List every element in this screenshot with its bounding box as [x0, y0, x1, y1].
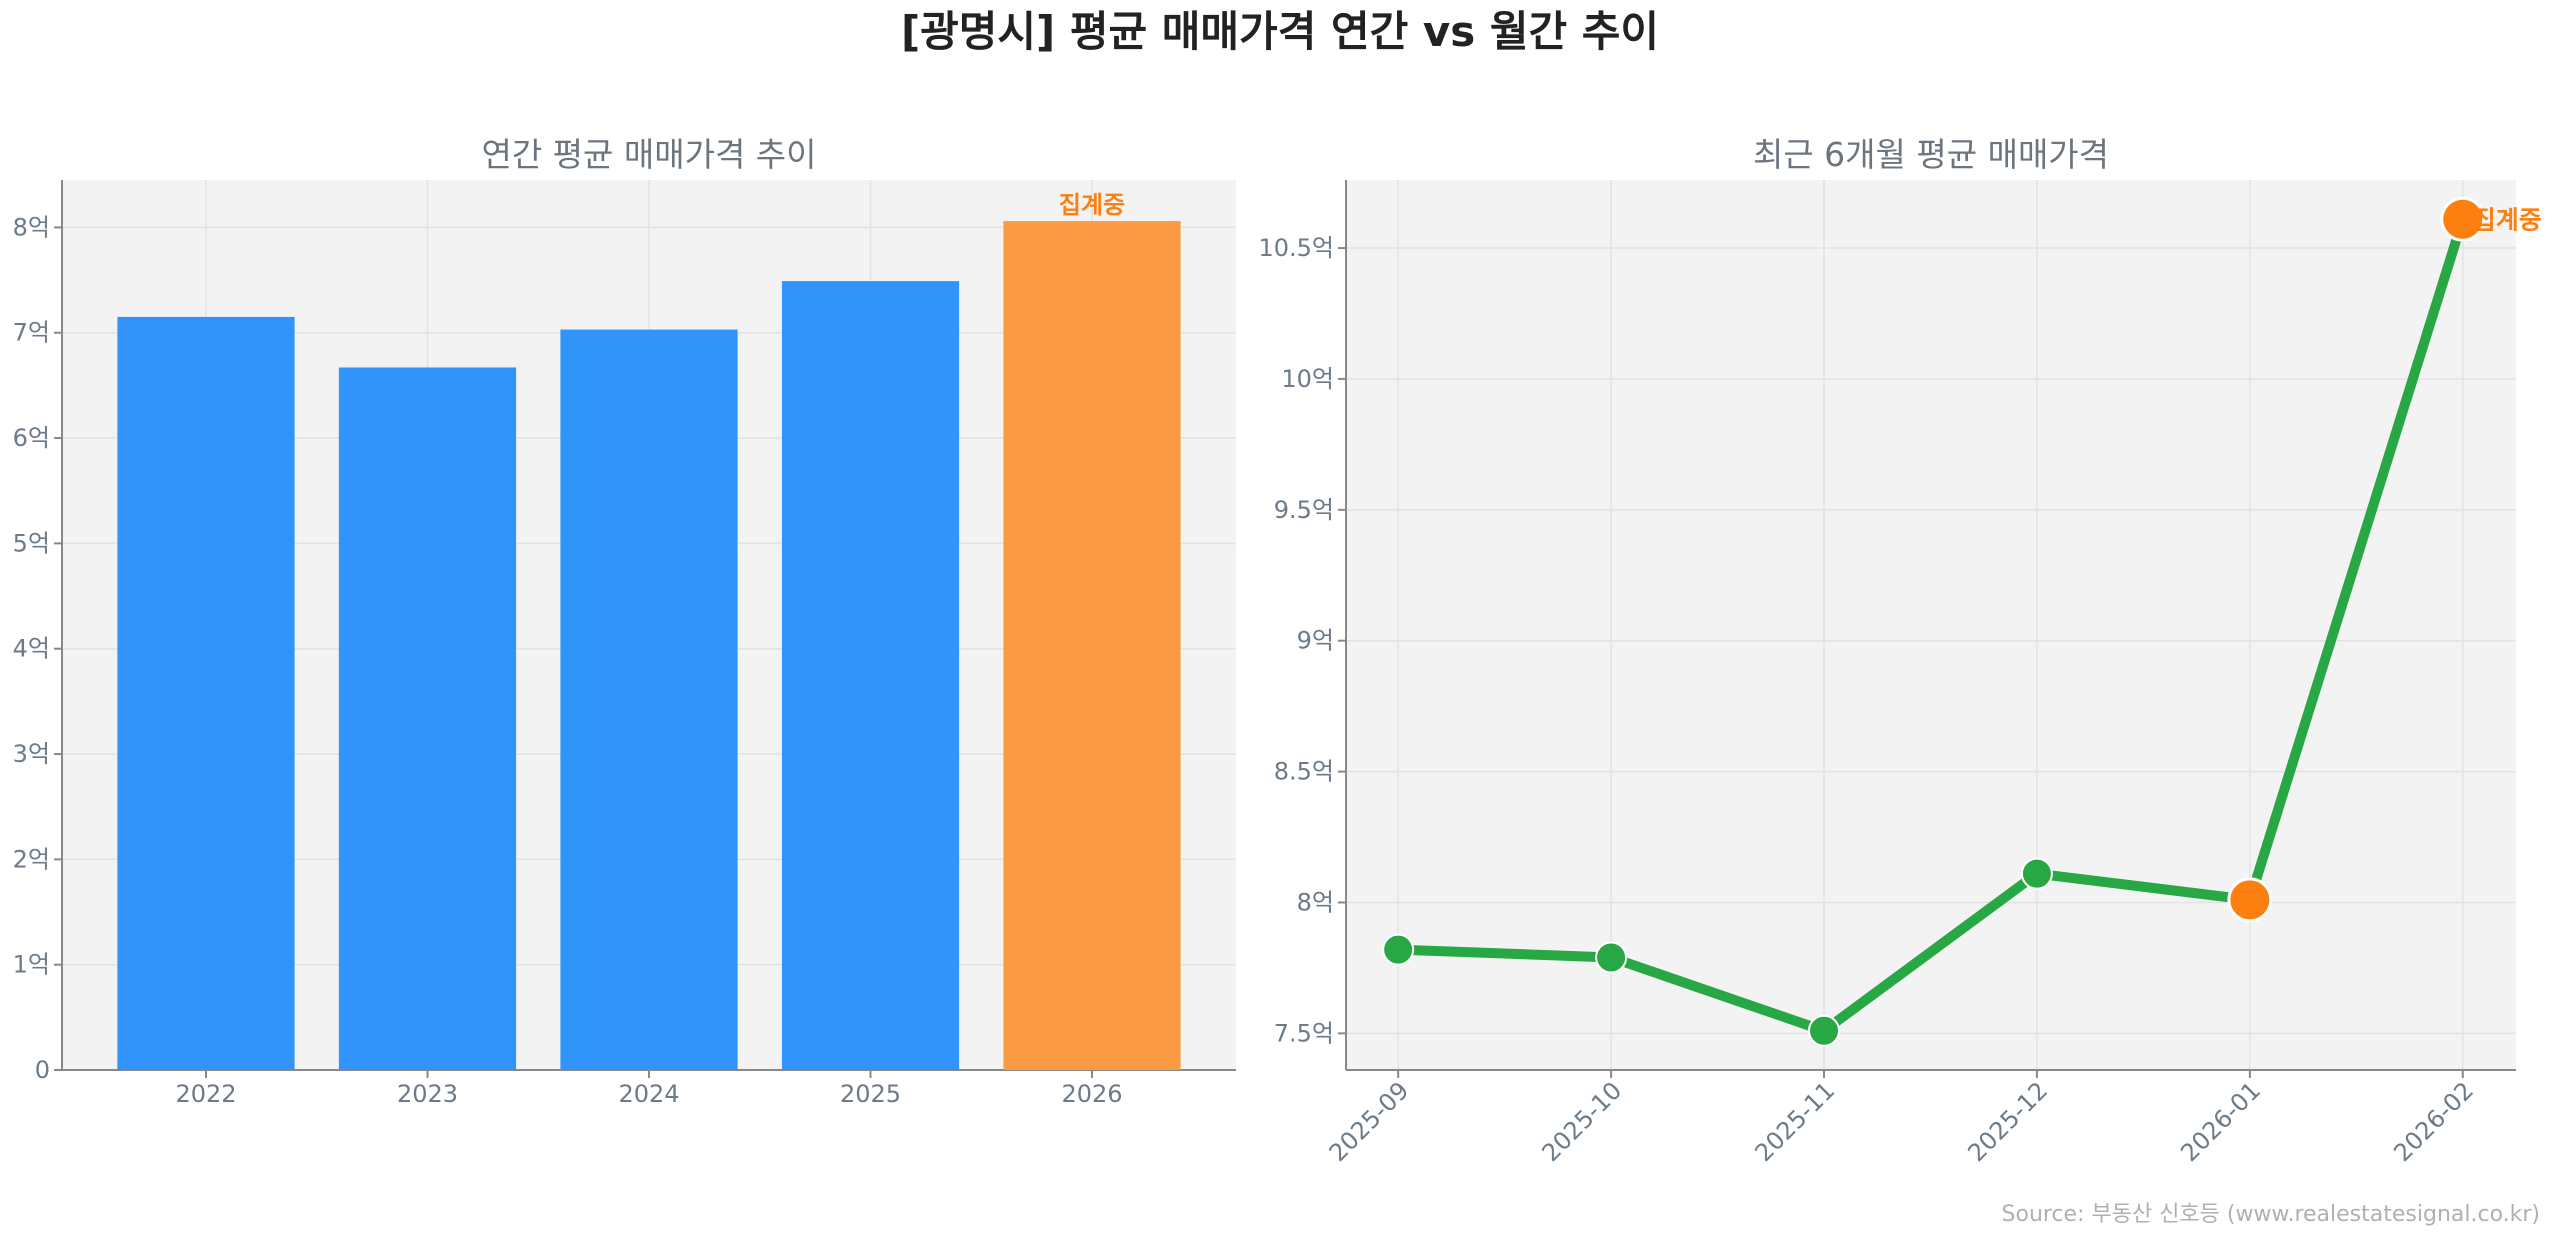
data-point: [1808, 1014, 1841, 1047]
x-tick-label: 2026-01: [2175, 1076, 2266, 1167]
source-note: Source: 부동산 신호등 (www.realestatesignal.co…: [2001, 1202, 2540, 1227]
chart-0: 0 1억 2억 3억 4억 5억 6억 7억 8억 2022 2023 2024 2025 2026 연간 …: [13, 135, 1236, 1108]
data-point: [1595, 941, 1628, 974]
main-title: [광명시] 평균 매매가격 연간 vs 월간 추이: [900, 7, 1660, 56]
data-point: [2227, 877, 2273, 923]
x-tick-label: 2025-12: [1962, 1076, 2053, 1167]
x-tick-label: 2025-09: [1324, 1076, 1415, 1167]
y-tick-label: 2억: [13, 845, 50, 873]
y-tick-label: 8억: [1297, 888, 1334, 916]
data-point: [1382, 933, 1415, 966]
series-line: [1397, 217, 2468, 1036]
x-tick-label: 2025: [840, 1080, 901, 1108]
y-tick-label: 4억: [13, 635, 50, 663]
bar: [560, 329, 738, 1070]
x-tick-label: 2026-02: [2388, 1076, 2479, 1167]
y-tick-label: 6억: [13, 424, 50, 452]
chart-title: 최근 6개월 평균 매매가격: [1753, 135, 2109, 174]
x-tick-label: 2022: [175, 1080, 236, 1108]
point-annotation: 집계중: [2473, 205, 2542, 234]
y-tick-label: 5억: [13, 529, 50, 557]
bar-annotation: 집계중: [1059, 191, 1125, 219]
y-tick-label: 10.5억: [1258, 234, 1334, 262]
x-tick-label: 2025-11: [1750, 1076, 1841, 1167]
bar: [781, 281, 960, 1070]
y-tick-label: 10억: [1281, 365, 1334, 393]
bar: [338, 367, 517, 1071]
bar: [1003, 221, 1181, 1071]
y-tick-label: 1억: [13, 951, 50, 979]
y-tick-label: 8억: [13, 213, 50, 241]
y-tick-label: 0: [35, 1056, 50, 1084]
chart-title: 연간 평균 매매가격 추이: [481, 135, 816, 174]
y-tick-label: 7.5억: [1274, 1019, 1334, 1047]
x-tick-label: 2024: [618, 1080, 679, 1108]
plot-area: [1346, 180, 2516, 1070]
data-point: [2020, 857, 2053, 890]
y-tick-label: 8.5억: [1274, 758, 1334, 786]
bar: [117, 316, 295, 1070]
x-tick-label: 2026: [1061, 1080, 1122, 1108]
y-tick-label: 3억: [13, 740, 50, 768]
y-tick-label: 9억: [1297, 627, 1334, 655]
y-tick-label: 9.5억: [1274, 496, 1334, 524]
x-tick-label: 2025-10: [1537, 1076, 1628, 1167]
data-point: [2440, 196, 2486, 242]
y-tick-label: 7억: [13, 319, 50, 347]
chart-1: 7.5억 8억 8.5억 9억 9.5억 10억 10.5억 2025-09 2025-10 20…: [1258, 135, 2541, 1167]
x-tick-label: 2023: [397, 1080, 458, 1108]
